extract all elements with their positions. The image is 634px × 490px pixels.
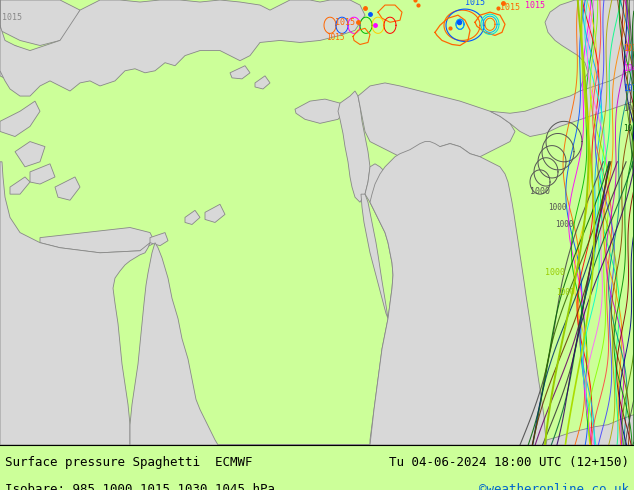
Text: 1045: 1045 [623,104,634,113]
Polygon shape [205,204,225,222]
Polygon shape [55,177,80,200]
Text: 1015: 1015 [623,44,634,52]
Text: Tu 04-06-2024 18:00 UTC (12+150): Tu 04-06-2024 18:00 UTC (12+150) [389,456,629,469]
Polygon shape [358,83,515,162]
Text: 1015: 1015 [2,13,22,22]
Polygon shape [150,233,168,245]
Text: 1015: 1015 [525,1,545,10]
Text: 1000: 1000 [545,268,565,277]
Polygon shape [338,91,370,202]
Polygon shape [361,194,388,318]
Polygon shape [370,142,546,445]
Polygon shape [490,61,634,137]
Polygon shape [130,243,370,445]
Polygon shape [365,164,472,445]
Text: 1015: 1015 [465,0,485,7]
Text: Surface pressure Spaghetti  ECMWF: Surface pressure Spaghetti ECMWF [5,456,252,469]
Text: 1015: 1015 [623,84,634,93]
Polygon shape [40,227,155,253]
Polygon shape [0,0,365,96]
Text: 1045: 1045 [623,64,634,73]
Polygon shape [10,177,30,194]
Text: ©weatheronline.co.uk: ©weatheronline.co.uk [479,483,629,490]
Polygon shape [230,66,250,79]
Text: 1000: 1000 [556,288,574,297]
Polygon shape [0,0,80,46]
Polygon shape [0,46,25,81]
Polygon shape [30,164,55,184]
Polygon shape [255,76,270,89]
Text: 1015: 1015 [500,3,520,12]
Polygon shape [0,162,150,445]
Polygon shape [545,0,634,91]
Polygon shape [185,210,200,224]
Text: Isobare: 985 1000 1015 1030 1045 hPa: Isobare: 985 1000 1015 1030 1045 hPa [5,483,275,490]
Polygon shape [15,142,45,167]
Text: 1015: 1015 [326,33,344,43]
Polygon shape [546,415,634,445]
Text: 1000: 1000 [555,220,574,228]
Polygon shape [295,99,345,123]
Text: 1000: 1000 [530,187,550,196]
Polygon shape [0,101,40,137]
Text: 1000: 1000 [548,203,567,212]
Text: 1015: 1015 [623,124,634,133]
Text: 1015: 1015 [335,18,355,27]
